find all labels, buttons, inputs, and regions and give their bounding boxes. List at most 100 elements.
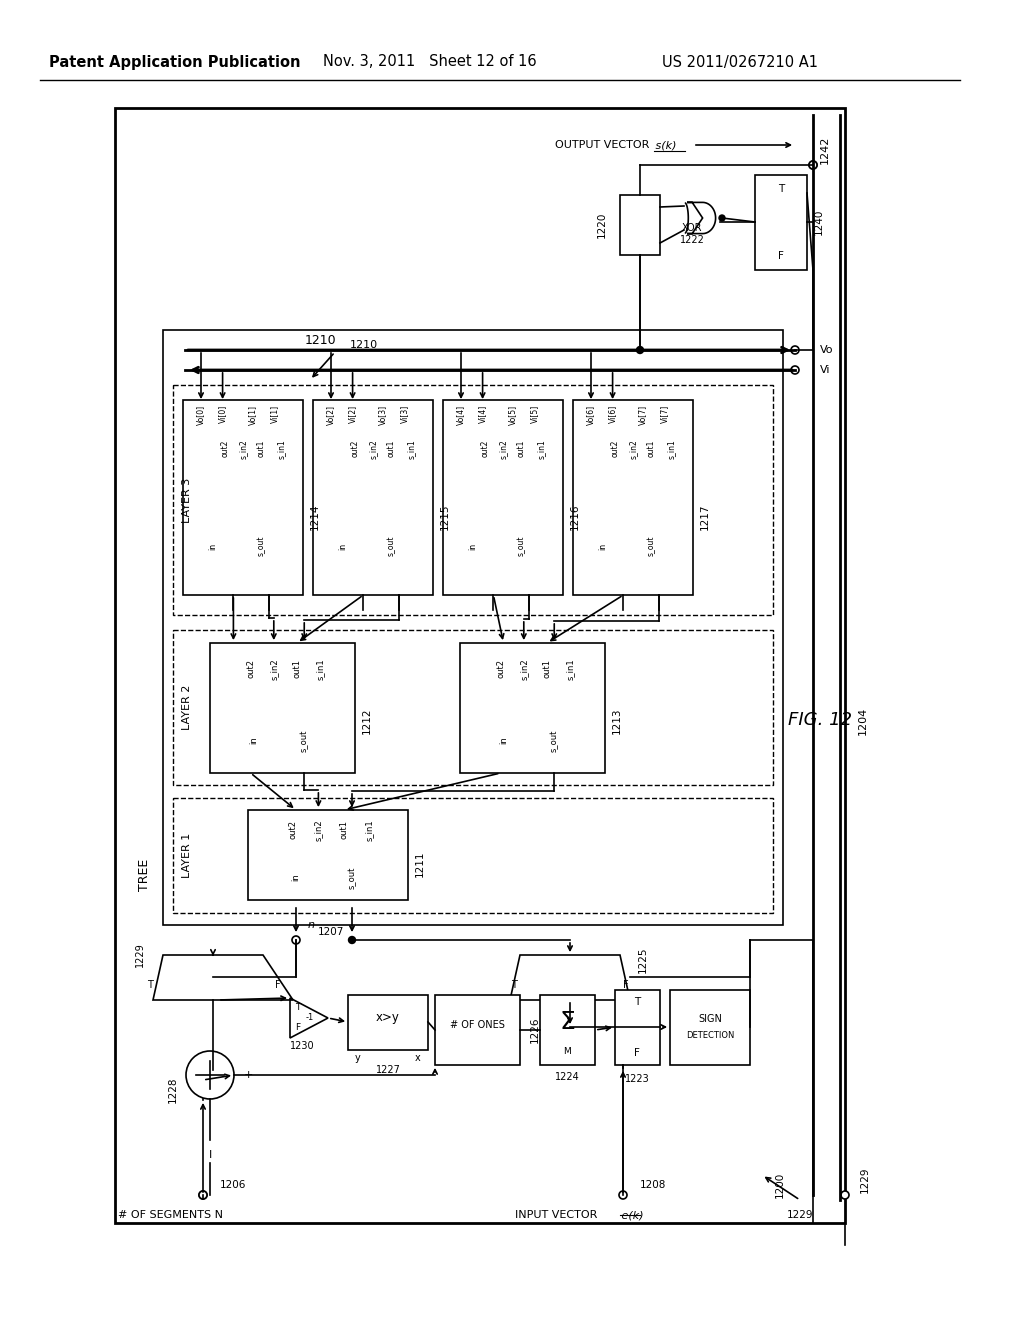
Circle shape (809, 161, 817, 169)
Text: Vi[6]: Vi[6] (608, 405, 617, 424)
Text: 1226: 1226 (530, 1016, 540, 1043)
Bar (540, 995, 595, 1065)
Text: 1217: 1217 (700, 504, 710, 531)
Text: 1206: 1206 (220, 1180, 247, 1191)
Circle shape (292, 936, 300, 944)
Text: 1222: 1222 (680, 235, 705, 246)
Text: 1224: 1224 (555, 1072, 580, 1082)
Text: s_in1: s_in1 (667, 438, 676, 458)
Bar (173, 630, 773, 785)
Text: 1223: 1223 (625, 1074, 649, 1084)
Text: XOR: XOR (682, 223, 702, 234)
Text: 1229: 1229 (786, 1210, 813, 1220)
Text: US 2011/0267210 A1: US 2011/0267210 A1 (662, 54, 818, 70)
Text: out1: out1 (386, 440, 395, 458)
Text: 1215: 1215 (440, 504, 450, 531)
Text: TREE: TREE (138, 859, 152, 891)
Text: x>y: x>y (376, 1011, 400, 1023)
Bar (173, 385, 773, 615)
Circle shape (791, 346, 799, 354)
Text: 1208: 1208 (640, 1180, 667, 1191)
Circle shape (348, 936, 355, 944)
Text: Vo[3]: Vo[3] (378, 405, 387, 425)
Text: out2: out2 (220, 440, 229, 458)
Text: s_in1: s_in1 (407, 438, 416, 458)
Text: n: n (308, 920, 315, 931)
Text: M: M (563, 1047, 570, 1056)
Text: Vi[3]: Vi[3] (399, 405, 409, 424)
Text: 1220: 1220 (597, 211, 607, 238)
Text: in: in (598, 543, 607, 550)
Text: 1229: 1229 (135, 942, 145, 968)
Text: s_in1: s_in1 (315, 659, 325, 680)
Circle shape (637, 346, 643, 354)
Text: in: in (469, 543, 477, 550)
Text: s_in2: s_in2 (369, 438, 378, 458)
Text: Vi[4]: Vi[4] (478, 405, 487, 424)
Text: 1213: 1213 (612, 708, 622, 734)
Text: out1: out1 (293, 660, 301, 678)
Text: 1204: 1204 (858, 708, 868, 735)
Bar (183, 400, 303, 595)
Bar (248, 810, 408, 900)
Text: Vi[5]: Vi[5] (529, 405, 539, 424)
Text: y: y (355, 1053, 360, 1063)
Text: F: F (296, 1023, 301, 1032)
Text: s_in1: s_in1 (565, 659, 574, 680)
Text: Vi[2]: Vi[2] (348, 405, 357, 424)
Text: T: T (295, 1003, 301, 1012)
Bar (313, 400, 433, 595)
Text: Vo[4]: Vo[4] (457, 405, 466, 425)
Text: T: T (511, 979, 517, 990)
Text: out2: out2 (610, 440, 620, 458)
Bar (755, 176, 807, 271)
Text: s_out: s_out (646, 536, 655, 557)
Text: Patent Application Publication: Patent Application Publication (49, 54, 301, 70)
Text: s_in1: s_in1 (276, 438, 286, 458)
Circle shape (199, 1191, 207, 1199)
Text: out2: out2 (496, 660, 505, 678)
Text: T: T (778, 183, 784, 194)
Text: OUTPUT VECTOR: OUTPUT VECTOR (555, 140, 649, 150)
Text: Nov. 3, 2011   Sheet 12 of 16: Nov. 3, 2011 Sheet 12 of 16 (324, 54, 537, 70)
Text: s_in2: s_in2 (629, 438, 638, 458)
Text: Vi[0]: Vi[0] (218, 405, 227, 424)
Text: 1227: 1227 (376, 1065, 400, 1074)
Text: out1: out1 (340, 820, 348, 840)
Text: T: T (147, 979, 153, 990)
Text: in: in (499, 737, 508, 744)
Text: s_out: s_out (550, 730, 559, 751)
Text: -1: -1 (306, 1014, 314, 1023)
Text: s_in2: s_in2 (314, 818, 323, 841)
Text: F: F (634, 1048, 640, 1059)
Text: out1: out1 (543, 660, 552, 678)
Text: s_out: s_out (300, 730, 309, 751)
Text: out1: out1 (516, 440, 525, 458)
Text: s_in1: s_in1 (537, 438, 546, 458)
Bar (173, 799, 773, 913)
Text: F: F (623, 979, 629, 990)
Bar (615, 990, 660, 1065)
Text: LAYER 3: LAYER 3 (182, 478, 193, 523)
Bar (443, 400, 563, 595)
Text: Vo[0]: Vo[0] (197, 405, 206, 425)
Circle shape (719, 215, 725, 220)
Text: Vo[1]: Vo[1] (248, 405, 257, 425)
Text: +: + (244, 1071, 253, 1080)
Text: 1229: 1229 (860, 1167, 870, 1193)
Text: 1210: 1210 (350, 341, 378, 350)
Circle shape (809, 161, 817, 169)
Text: s_in2: s_in2 (519, 659, 528, 680)
Text: 1240: 1240 (814, 209, 824, 235)
Bar (348, 995, 428, 1049)
Bar (210, 643, 355, 774)
Circle shape (791, 366, 799, 374)
Text: 1228: 1228 (168, 1077, 178, 1104)
Text: s_out: s_out (386, 536, 395, 557)
Text: Σ: Σ (559, 1010, 574, 1034)
Text: out2: out2 (350, 440, 359, 458)
Text: DETECTION: DETECTION (686, 1031, 734, 1040)
Text: 1200: 1200 (775, 1172, 785, 1199)
Circle shape (841, 1191, 849, 1199)
Text: s(k): s(k) (652, 140, 677, 150)
